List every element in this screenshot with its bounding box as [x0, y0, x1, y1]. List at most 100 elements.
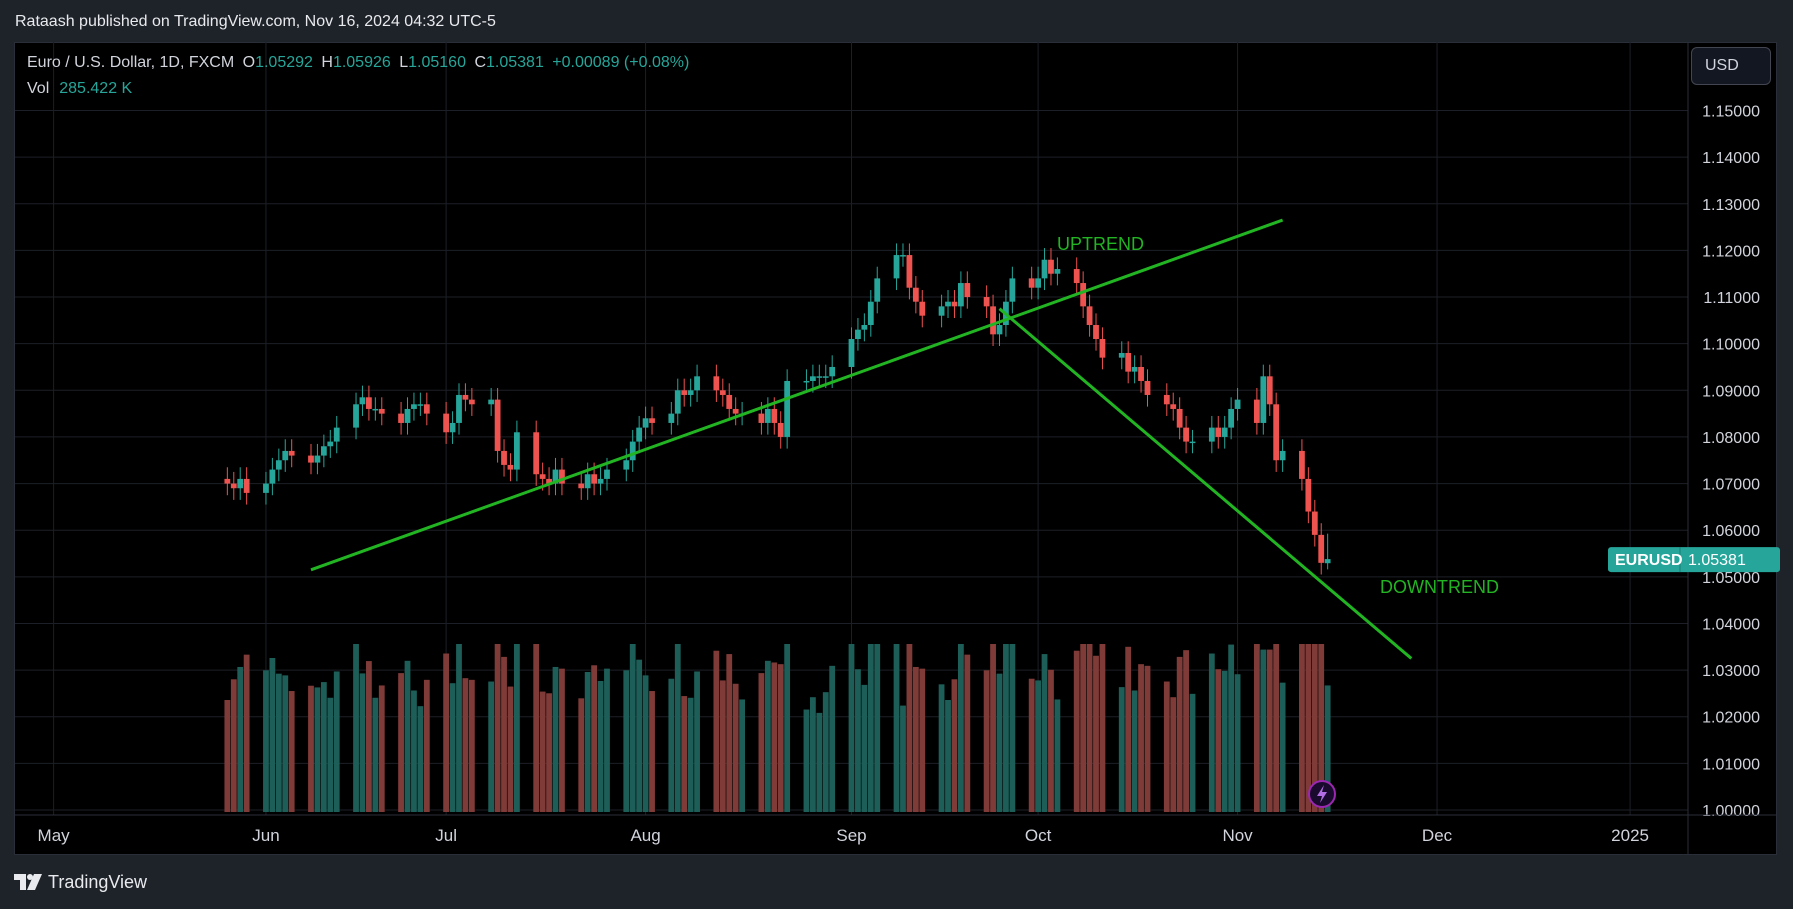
volume-bar — [584, 672, 591, 812]
candle-body — [552, 469, 559, 484]
volume-bar — [488, 681, 495, 812]
volume-bar — [649, 691, 655, 812]
y-tick-label: 1.13000 — [1702, 197, 1760, 214]
volume-bar — [423, 679, 430, 812]
volume-bar — [578, 698, 585, 812]
volume-bar — [764, 660, 771, 812]
candle-body — [1228, 408, 1235, 428]
candle-body — [1208, 427, 1215, 442]
candle-body — [1028, 278, 1035, 288]
volume-bar — [449, 683, 456, 812]
volume-bar — [320, 682, 327, 812]
volume-bar — [919, 668, 926, 812]
volume-bar — [1003, 644, 1009, 812]
volume-bar — [288, 691, 295, 812]
candle-body — [951, 301, 958, 307]
volume-label: Vol — [27, 80, 50, 97]
volume-bar — [327, 697, 334, 812]
currency-button[interactable]: USD — [1691, 47, 1771, 85]
publisher-text: Rataash published on TradingView.com, No… — [15, 13, 496, 30]
volume-bar — [912, 666, 919, 812]
candle-body — [623, 460, 630, 470]
volume-bar — [874, 644, 881, 812]
candle-body — [584, 474, 591, 489]
volume-bar — [1093, 655, 1099, 812]
candle-body — [494, 399, 501, 451]
volume-bar — [629, 644, 636, 812]
uptrend-trendline — [310, 218, 1284, 572]
downtrend-trendline — [998, 307, 1413, 660]
candle-body — [848, 339, 855, 367]
candle-body — [1266, 376, 1273, 405]
candle-body — [230, 483, 237, 489]
candle-body — [1189, 441, 1196, 444]
candle-body — [263, 483, 269, 493]
candle-body — [308, 455, 314, 463]
volume-bar — [822, 692, 829, 812]
candle-body — [1009, 278, 1016, 302]
candle-body — [1183, 427, 1189, 442]
volume-bar — [597, 680, 604, 812]
y-tick-label: 1.03000 — [1702, 663, 1760, 680]
candle-body — [1170, 404, 1177, 409]
y-tick-label: 1.07000 — [1702, 477, 1760, 494]
x-tick-label: Nov — [1222, 826, 1253, 845]
candle-body — [719, 390, 726, 395]
candle-body — [764, 408, 771, 423]
y-tick-label: 1.02000 — [1702, 710, 1760, 727]
high-value: 1.05926 — [332, 54, 391, 71]
candle-body — [822, 376, 829, 378]
candle-body — [1041, 259, 1048, 279]
volume-bar — [996, 673, 1003, 812]
candle-body — [488, 399, 495, 405]
high-label: H — [321, 54, 333, 71]
x-tick-label: Dec — [1422, 826, 1453, 845]
candle-body — [468, 399, 475, 405]
candle-body — [964, 283, 971, 298]
candle-body — [1253, 399, 1260, 423]
volume-bar — [417, 706, 424, 812]
volume-bar — [1215, 669, 1222, 812]
volume-bar — [1054, 699, 1061, 812]
volume-bar — [1279, 682, 1286, 812]
close-label: C — [474, 54, 486, 71]
volume-bar — [906, 644, 913, 812]
candle-body — [1035, 278, 1041, 288]
candle-body — [649, 418, 655, 423]
volume-bar — [945, 700, 951, 812]
volume-bar — [1080, 644, 1087, 812]
volume-bar — [263, 670, 269, 812]
volume-bar — [237, 666, 244, 812]
y-tick-label: 1.11000 — [1703, 290, 1760, 307]
candle-body — [559, 469, 565, 484]
candle-body — [919, 301, 926, 316]
volume-bar — [732, 683, 739, 812]
candle-body — [443, 413, 450, 433]
candle-body — [1260, 376, 1267, 423]
open-value: 1.05292 — [255, 54, 313, 71]
x-tick-label: 2025 — [1611, 826, 1649, 845]
volume-bar — [282, 675, 289, 812]
candle-body — [1311, 511, 1318, 535]
candle-body — [694, 376, 700, 391]
volume-bar — [1041, 654, 1048, 812]
x-tick-label: Sep — [836, 826, 866, 845]
candle-body — [398, 413, 404, 423]
low-value: 1.05160 — [408, 54, 466, 71]
volume-bar — [623, 670, 630, 812]
volume-bar — [1266, 649, 1273, 812]
volume-bar — [829, 665, 836, 812]
volume-bar — [803, 709, 810, 812]
candle-body — [912, 287, 919, 302]
y-tick-label: 1.06000 — [1702, 523, 1760, 540]
price-tag-symbol: EURUSD — [1615, 552, 1683, 569]
candle-body — [874, 278, 881, 302]
symbol-name[interactable]: Euro / U.S. Dollar, 1D, FXCM — [27, 54, 235, 71]
footer-logo[interactable]: TradingView — [14, 872, 147, 893]
candle-body — [687, 390, 694, 395]
volume-bar — [726, 654, 733, 812]
volume-bar — [1009, 644, 1016, 812]
volume-bar — [539, 691, 546, 812]
volume-bar — [1234, 674, 1241, 812]
